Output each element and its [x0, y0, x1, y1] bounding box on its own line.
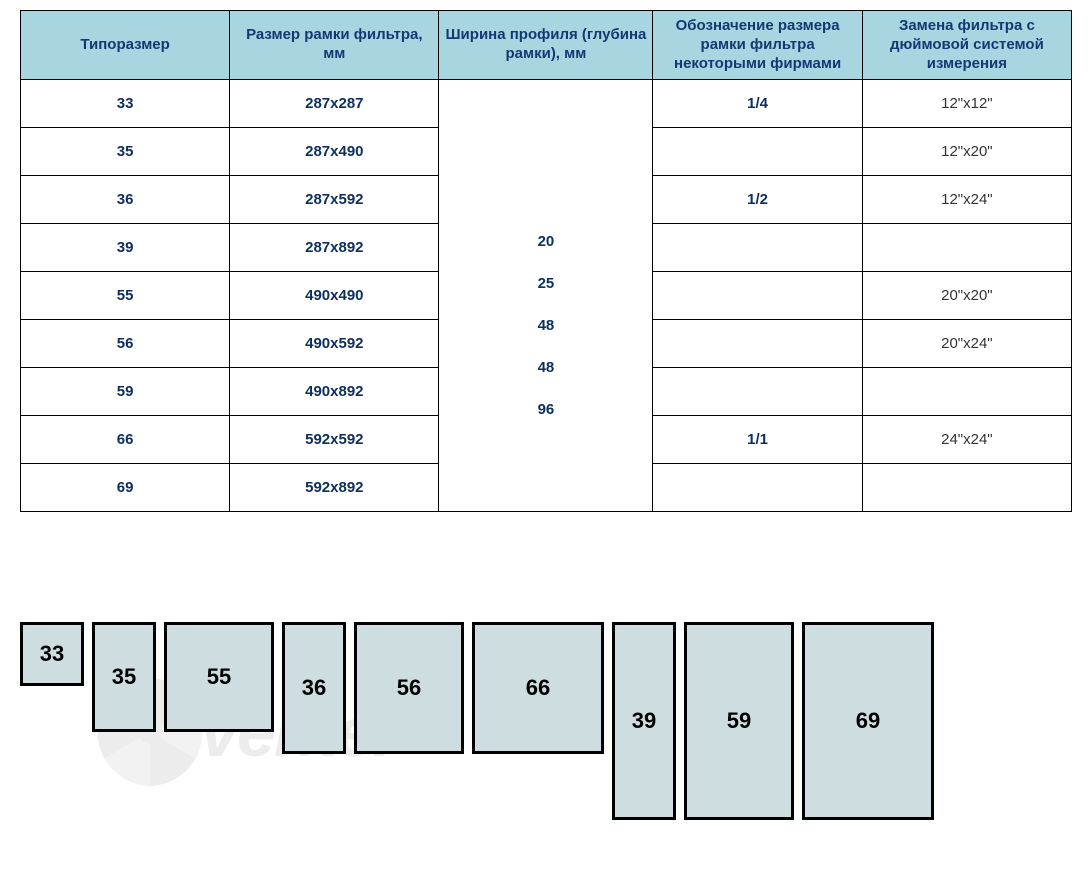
profile-value: 96: [443, 389, 648, 431]
cell-inch: [862, 224, 1071, 272]
cell-profile-merged: 20 25 48 48 96: [439, 80, 653, 512]
cell-designation: [653, 224, 862, 272]
cell-size: 69: [21, 464, 230, 512]
cell-frame: 287x287: [230, 80, 439, 128]
filter-box-66: 66: [472, 622, 604, 754]
cell-size: 33: [21, 80, 230, 128]
filter-box-36: 36: [282, 622, 346, 754]
cell-inch: 12"x12": [862, 80, 1071, 128]
cell-frame: 287x892: [230, 224, 439, 272]
cell-designation: 1/2: [653, 176, 862, 224]
profile-value: 48: [443, 347, 648, 389]
filter-size-diagram: ventel 333555365666395969: [20, 622, 1072, 882]
col-header-size: Типоразмер: [21, 11, 230, 80]
cell-size: 56: [21, 320, 230, 368]
col-header-designation: Обозначение размера рамки фильтра некото…: [653, 11, 862, 80]
cell-designation: [653, 272, 862, 320]
filter-box-55: 55: [164, 622, 274, 732]
cell-inch: 12"x20": [862, 128, 1071, 176]
table-header-row: Типоразмер Размер рамки фильтра, мм Шири…: [21, 11, 1072, 80]
cell-inch: 24"x24": [862, 416, 1071, 464]
cell-frame: 287x490: [230, 128, 439, 176]
filter-box-39: 39: [612, 622, 676, 820]
table-row: 33 287x287 20 25 48 48 96 1/4 12"x12": [21, 80, 1072, 128]
cell-size: 39: [21, 224, 230, 272]
filter-sizes-table: Типоразмер Размер рамки фильтра, мм Шири…: [20, 10, 1072, 512]
filter-box-59: 59: [684, 622, 794, 820]
cell-designation: [653, 368, 862, 416]
cell-inch: [862, 368, 1071, 416]
filter-box-35: 35: [92, 622, 156, 732]
cell-designation: [653, 320, 862, 368]
cell-frame: 490x592: [230, 320, 439, 368]
cell-size: 59: [21, 368, 230, 416]
cell-size: 66: [21, 416, 230, 464]
filter-box-69: 69: [802, 622, 934, 820]
cell-designation: [653, 128, 862, 176]
cell-frame: 287x592: [230, 176, 439, 224]
cell-designation: 1/1: [653, 416, 862, 464]
cell-size: 35: [21, 128, 230, 176]
cell-size: 36: [21, 176, 230, 224]
col-header-inch: Замена фильтра с дюймовой системой измер…: [862, 11, 1071, 80]
cell-inch: 20"x24": [862, 320, 1071, 368]
col-header-frame: Размер рамки фильтра, мм: [230, 11, 439, 80]
cell-inch: [862, 464, 1071, 512]
filter-box-56: 56: [354, 622, 464, 754]
cell-frame: 490x490: [230, 272, 439, 320]
profile-value: 20: [443, 221, 648, 263]
cell-frame: 592x892: [230, 464, 439, 512]
cell-frame: 490x892: [230, 368, 439, 416]
profile-value: 25: [443, 263, 648, 305]
cell-size: 55: [21, 272, 230, 320]
cell-inch: 20"x20": [862, 272, 1071, 320]
cell-frame: 592x592: [230, 416, 439, 464]
profile-value: 48: [443, 305, 648, 347]
filter-box-33: 33: [20, 622, 84, 686]
cell-designation: 1/4: [653, 80, 862, 128]
cell-designation: [653, 464, 862, 512]
col-header-profile: Ширина профиля (глубина рамки), мм: [439, 11, 653, 80]
cell-inch: 12"x24": [862, 176, 1071, 224]
